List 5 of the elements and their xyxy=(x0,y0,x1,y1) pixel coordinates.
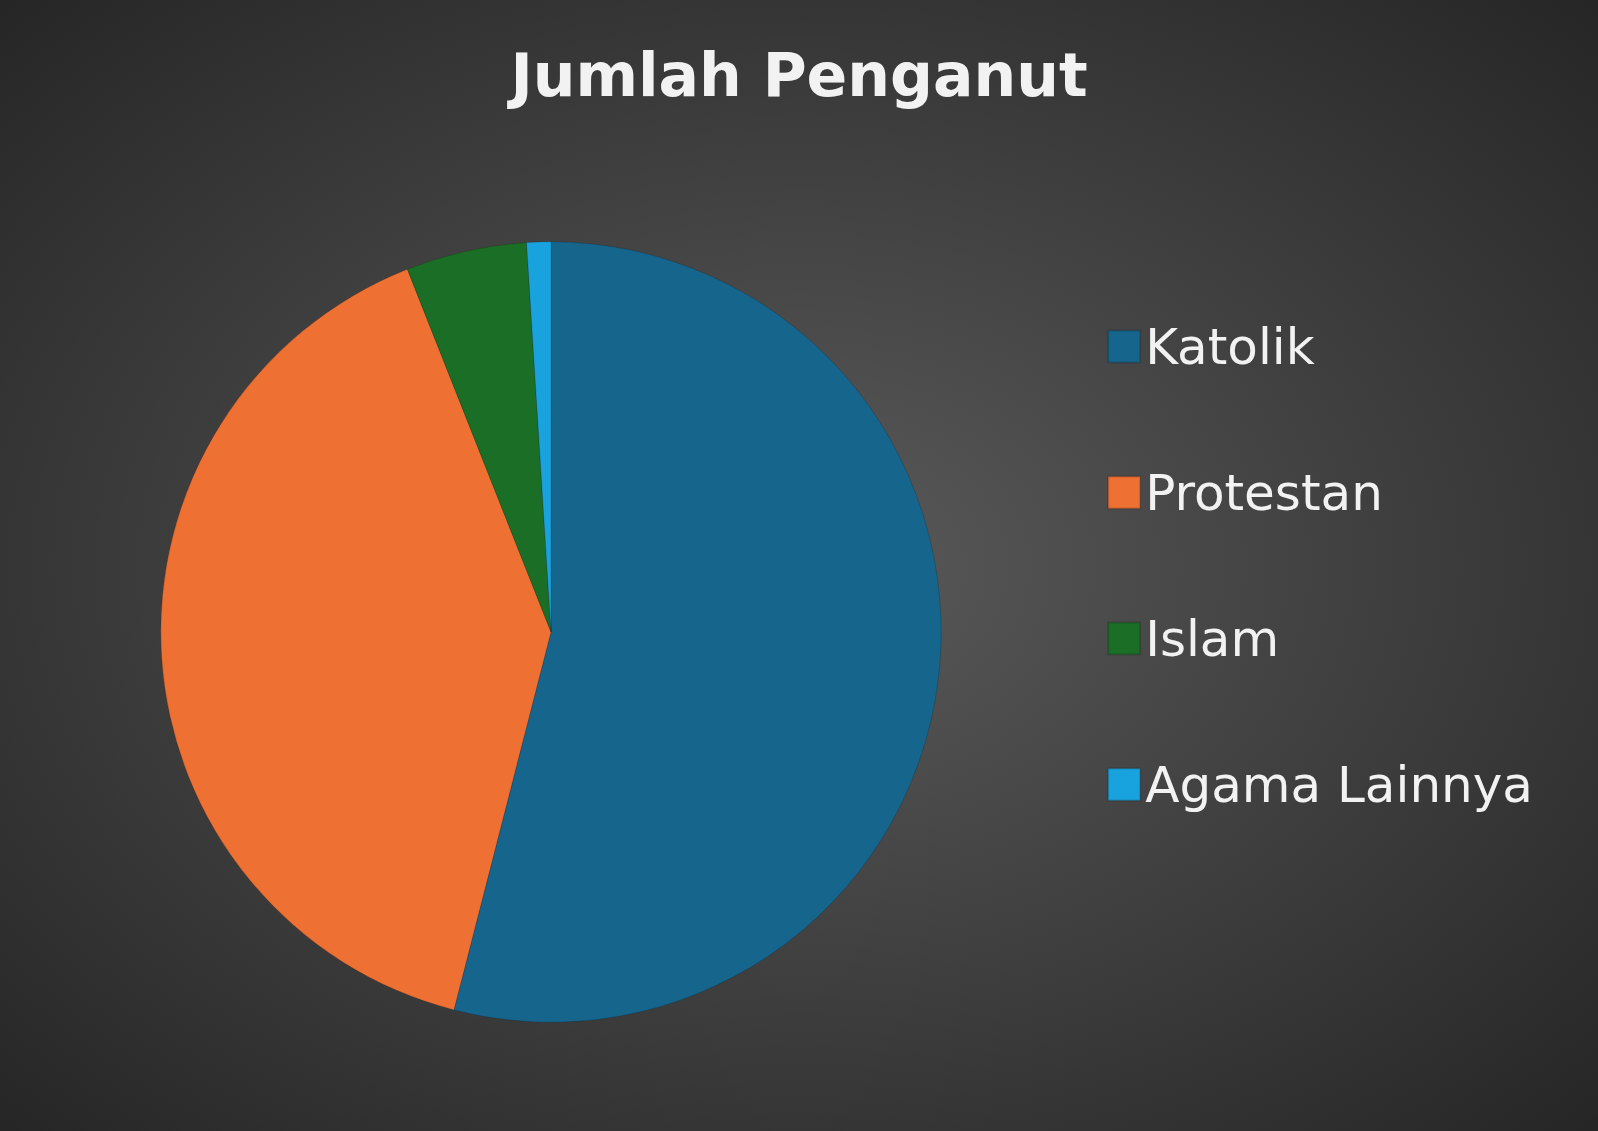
chart-title: Jumlah Penganut xyxy=(506,40,1088,110)
legend-label: Islam xyxy=(1145,609,1280,668)
legend-label: Protestan xyxy=(1145,463,1383,522)
legend-label: Agama Lainnya xyxy=(1145,755,1534,814)
legend-label: Katolik xyxy=(1145,317,1315,376)
